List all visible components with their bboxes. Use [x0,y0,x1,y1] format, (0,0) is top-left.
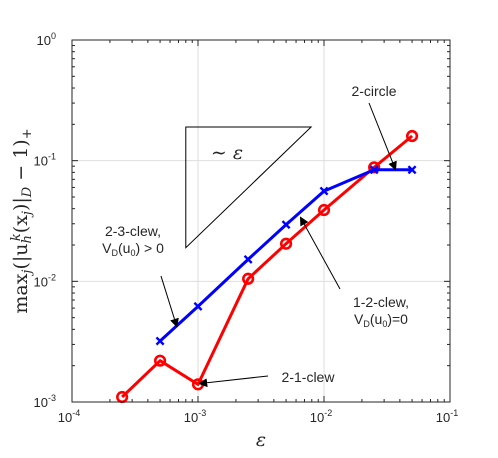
annotation-1-2-clew-line2: VD(u0)=0 [354,311,408,329]
x-tick-label-0: 10-4 [58,408,80,425]
series-0-point-3 [242,272,255,285]
ylabel-max: max [10,273,32,313]
annotation-2-3-clew: 2-3-clew, VD(u0) > 0 [102,223,164,258]
annotation-arrow-3 [198,375,269,388]
series-layer [116,129,419,404]
tick-marks [71,39,451,403]
ylabel-h-sub: h [20,235,35,243]
series-1-point-1 [193,301,203,311]
series-0-point-7 [405,129,419,143]
series-0-point-5 [317,203,331,217]
ylabel-plus-sub: + [20,128,35,139]
axes-box [71,39,451,403]
y-tick-label-0: 10-3 [34,393,56,410]
y-tick-label-3: 100 [37,31,56,48]
x-axis-label: ε [256,429,266,451]
annotation-2-circle-text: 2-circle [351,83,396,99]
series-0-point-1 [153,354,167,367]
annotation-arrow-2 [299,216,341,290]
annotation-2-3-clew-line2: VD(u0) > 0 [102,240,164,258]
annotation-arrows [160,102,397,388]
ylabel-j-sub: j [20,270,35,277]
y-axis-label: maxj(|uhk(xj)|D − 1)+ [9,128,35,313]
ylabel-close-abs: )| [10,197,32,211]
plot-background [72,40,450,402]
series-1-point-6 [407,165,417,175]
annotation-2-circle: 2-circle [351,83,396,99]
series-1-point-2 [243,254,253,264]
series-1-point-4 [319,186,329,196]
ylabel-j2-sub: j [20,211,35,218]
annotation-2-3-clew-line1: 2-3-clew, [105,223,161,239]
slope-triangle [185,126,313,249]
ylabel-d-sub: D [20,186,35,198]
series-1-point-3 [281,220,291,230]
annotation-arrow-1 [160,275,179,328]
slope-triangle-outline [185,126,313,249]
annotation-2-1-clew: 2-1-clew [282,369,336,385]
y-tick-label-1: 10-2 [34,272,56,289]
annotation-1-2-clew-line1: 1-2-clew, [353,294,409,310]
series-0-point-4 [279,237,293,250]
series-0-point-6 [368,161,381,174]
ylabel-abs-u: (|u [10,243,32,269]
annotation-arrow-0 [368,102,397,171]
ylabel-x: (x [10,215,32,233]
y-tick-label-2: 10-1 [34,152,56,169]
ylabel-minus-one: − 1) [10,139,32,187]
ylabel-k-sup: k [9,233,24,241]
slope-label: ∼ ε [211,142,243,164]
annotation-1-2-clew: 1-2-clew, VD(u0)=0 [353,294,409,329]
annotation-2-1-clew-text: 2-1-clew [282,369,336,385]
x-tick-label-2: 10-2 [310,408,332,425]
series-1-point-0 [155,336,165,346]
x-tick-label-3: 10-1 [436,408,458,425]
x-tick-label-1: 10-3 [184,408,206,425]
series-1-point-5 [369,165,379,175]
